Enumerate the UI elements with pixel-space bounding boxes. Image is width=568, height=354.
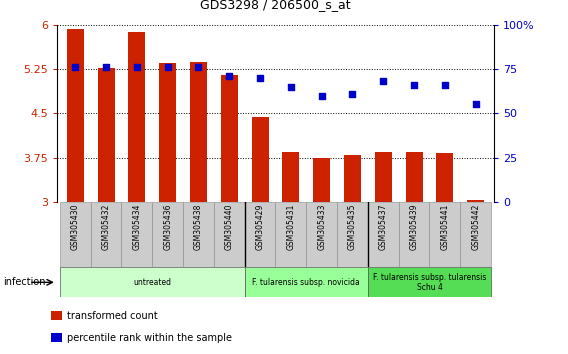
Text: GSM305430: GSM305430 <box>71 204 80 250</box>
Bar <box>306 202 337 267</box>
Point <box>348 91 357 97</box>
Text: GSM305433: GSM305433 <box>317 204 326 250</box>
Point <box>317 93 326 98</box>
Text: GSM305438: GSM305438 <box>194 204 203 250</box>
Bar <box>245 202 275 267</box>
Bar <box>98 68 115 202</box>
Bar <box>51 312 62 320</box>
Text: transformed count: transformed count <box>67 311 158 321</box>
Bar <box>313 158 330 202</box>
Bar <box>460 202 491 267</box>
Point <box>471 102 480 107</box>
Bar <box>152 202 183 267</box>
Bar <box>51 333 62 342</box>
Text: infection: infection <box>3 277 45 287</box>
Bar <box>183 202 214 267</box>
Bar <box>128 32 145 202</box>
Bar <box>91 202 122 267</box>
Point <box>194 64 203 70</box>
Point <box>163 64 172 70</box>
Bar <box>60 267 245 297</box>
Text: GSM305436: GSM305436 <box>163 204 172 250</box>
Point <box>256 75 265 81</box>
Text: GSM305435: GSM305435 <box>348 204 357 250</box>
Text: GSM305431: GSM305431 <box>286 204 295 250</box>
Bar <box>221 75 238 202</box>
Text: F. tularensis subsp. tularensis
Schu 4: F. tularensis subsp. tularensis Schu 4 <box>373 273 486 292</box>
Bar <box>399 202 429 267</box>
Bar <box>252 117 269 202</box>
Bar <box>159 63 176 202</box>
Text: GSM305442: GSM305442 <box>471 204 480 250</box>
Point <box>379 79 388 84</box>
Bar <box>275 202 306 267</box>
Text: untreated: untreated <box>133 278 172 287</box>
Text: GSM305437: GSM305437 <box>379 204 388 250</box>
Bar <box>406 152 423 202</box>
Bar <box>368 202 399 267</box>
Bar <box>467 200 484 202</box>
Text: GSM305432: GSM305432 <box>102 204 111 250</box>
Bar <box>368 267 491 297</box>
Point <box>440 82 449 88</box>
Bar <box>375 152 392 202</box>
Bar <box>190 62 207 202</box>
Bar <box>436 153 453 202</box>
Bar <box>214 202 245 267</box>
Bar <box>245 267 368 297</box>
Text: GSM305429: GSM305429 <box>256 204 265 250</box>
Point <box>410 82 419 88</box>
Point <box>225 73 234 79</box>
Bar <box>60 202 91 267</box>
Bar <box>282 152 299 202</box>
Point <box>71 64 80 70</box>
Bar <box>429 202 460 267</box>
Text: GSM305441: GSM305441 <box>440 204 449 250</box>
Bar <box>122 202 152 267</box>
Point <box>132 64 141 70</box>
Text: GSM305439: GSM305439 <box>410 204 419 250</box>
Bar <box>344 155 361 202</box>
Text: percentile rank within the sample: percentile rank within the sample <box>67 333 232 343</box>
Point <box>102 64 111 70</box>
Bar <box>67 29 83 202</box>
Text: GSM305434: GSM305434 <box>132 204 141 250</box>
Bar <box>337 202 368 267</box>
Point <box>286 84 295 90</box>
Text: F. tularensis subsp. novicida: F. tularensis subsp. novicida <box>252 278 360 287</box>
Text: GSM305440: GSM305440 <box>225 204 234 250</box>
Text: GDS3298 / 206500_s_at: GDS3298 / 206500_s_at <box>200 0 351 11</box>
